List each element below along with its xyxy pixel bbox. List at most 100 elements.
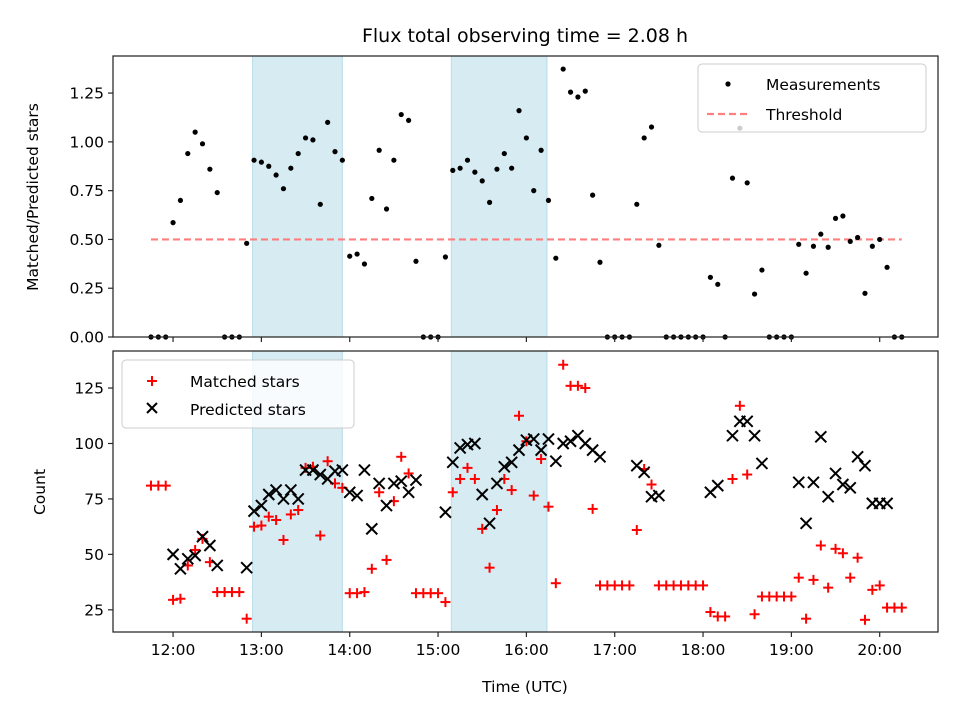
legend-measurements-marker	[725, 81, 731, 87]
matched-star-point	[455, 473, 466, 484]
matched-star-point	[469, 473, 480, 484]
predicted-star-point	[291, 492, 305, 506]
predicted-star-point	[468, 437, 482, 450]
measurement-point	[494, 166, 500, 172]
measurement-point	[258, 159, 264, 165]
measurement-point	[295, 150, 301, 157]
matched-star-point	[815, 540, 826, 551]
predicted-star-point	[240, 561, 253, 574]
matched-star-point	[749, 609, 760, 620]
predicted-star-point	[542, 432, 555, 446]
legend-matched-marker	[147, 376, 157, 386]
y-tick-label: 1.25	[69, 85, 104, 103]
predicted-star-point	[534, 443, 548, 457]
matched-star-point	[359, 587, 370, 598]
matched-star-point	[396, 451, 407, 462]
top-y-ticks: 0.00 0.25 0.50 0.75 1.00 1.25	[69, 85, 113, 347]
bottom-x-ticks: 12:00 13:00 14:00 15:00 16:00 17:00 18:00 19:00…	[151, 632, 902, 659]
matched-star-point	[249, 521, 260, 532]
matched-star-point	[536, 454, 547, 465]
measurement-point	[413, 258, 419, 264]
predicted-star-point	[726, 429, 739, 442]
measurement-point	[877, 236, 883, 243]
matched-star-point	[285, 509, 296, 520]
bottom-y-ticks: 25 50 75 100 125	[74, 380, 113, 619]
predicted-star-point	[203, 539, 217, 552]
matched-star-point	[896, 602, 907, 613]
matched-star-point	[742, 469, 753, 480]
measurement-point	[803, 270, 809, 276]
measurement-point	[869, 243, 875, 249]
y-tick-label: 0.50	[69, 231, 104, 249]
measurement-point	[383, 206, 390, 212]
x-tick-label: 12:00	[151, 641, 196, 659]
predicted-star-point	[549, 455, 563, 468]
measurement-point	[442, 254, 449, 260]
measurement-point	[715, 281, 721, 287]
legend-matched-label: Matched stars	[190, 373, 300, 391]
measurement-point	[516, 108, 522, 114]
measurement-point	[796, 241, 802, 247]
measurement-point	[207, 166, 213, 172]
measurement-point	[369, 195, 375, 202]
predicted-star-point	[284, 483, 298, 497]
predicted-star-point	[844, 481, 857, 495]
matched-star-point	[823, 582, 834, 593]
predicted-star-point	[792, 476, 805, 489]
x-tick-label: 16:00	[504, 641, 549, 659]
predicted-star-point	[593, 450, 607, 463]
measurement-point	[729, 175, 736, 181]
predicted-star-point	[387, 477, 401, 490]
matched-star-point	[403, 468, 414, 479]
y-tick-label: 0.75	[69, 182, 104, 200]
measurement-point	[523, 135, 529, 141]
matched-star-point	[241, 613, 252, 624]
matched-star-point	[845, 572, 856, 583]
matched-star-point	[374, 487, 385, 498]
measurement-point	[759, 267, 765, 273]
measurement-point	[177, 197, 184, 204]
matched-star-point	[631, 524, 642, 535]
predicted-star-point	[181, 552, 194, 566]
measurement-point	[862, 290, 868, 296]
measurement-point	[266, 163, 272, 169]
matched-star-point	[168, 594, 179, 605]
measurement-point	[398, 111, 404, 118]
top-legend: Measurements Threshold	[697, 63, 927, 133]
measurement-point	[325, 119, 331, 125]
matched-star-point	[572, 380, 583, 391]
matched-star-point	[558, 359, 569, 370]
matched-star-point	[381, 554, 392, 565]
y-tick-label: 50	[84, 546, 104, 564]
matched-star-point	[366, 563, 377, 574]
y-tick-label: 100	[74, 435, 104, 453]
measurement-point	[707, 274, 714, 280]
predicted-star-point	[314, 468, 327, 481]
measurement-point	[214, 189, 220, 196]
predicted-star-point	[350, 489, 364, 502]
matched-star-point	[263, 511, 274, 522]
matched-star-point	[550, 578, 561, 589]
measurement-point	[332, 149, 338, 155]
measurement-point	[251, 157, 257, 163]
measurement-point	[457, 165, 463, 171]
matched-star-point	[528, 490, 539, 501]
measurement-point	[567, 89, 574, 95]
predicted-star-point	[453, 441, 467, 455]
bottom-axes: 25 50 75 100 125 12:00 13:00 14:00 15:00 16:00 17…	[31, 350, 939, 696]
predicted-star-point	[402, 486, 415, 499]
measurement-point	[825, 244, 831, 250]
chart-title: Flux total observing time = 2.08 h	[362, 25, 688, 47]
legend-threshold-label: Threshold	[765, 106, 842, 124]
legend-predicted-marker	[146, 402, 158, 414]
predicted-star-point	[858, 459, 872, 472]
measurement-point	[354, 251, 360, 257]
matched-star-point	[190, 544, 201, 555]
predicted-star-point	[748, 429, 761, 442]
matched-star-point	[315, 530, 326, 541]
shaded-interval	[450, 55, 548, 338]
measurement-point	[847, 238, 853, 244]
matched-star-point	[705, 607, 716, 618]
predicted-star-point	[380, 499, 393, 512]
predicted-star-point	[446, 456, 459, 469]
